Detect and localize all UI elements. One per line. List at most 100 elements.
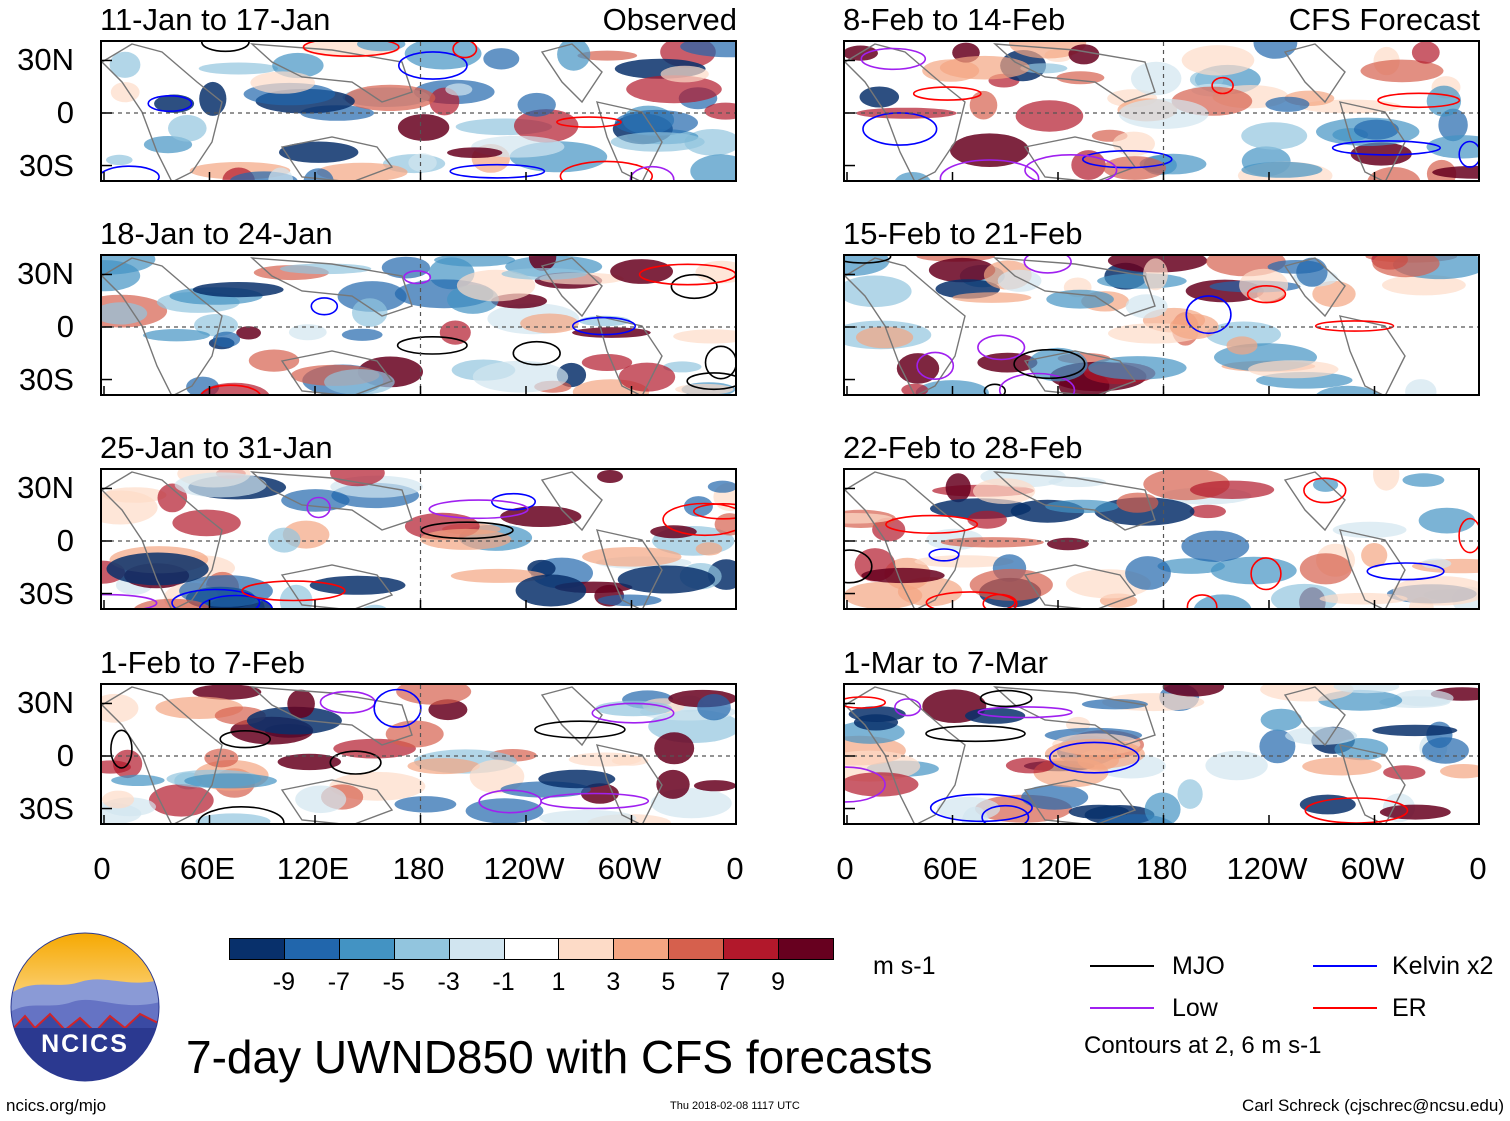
anomaly-cell bbox=[381, 256, 430, 279]
er-contour bbox=[1186, 594, 1218, 608]
anomaly-cell bbox=[1169, 314, 1219, 340]
anomaly-cell bbox=[236, 326, 261, 340]
panel-title: 8-Feb to 14-Feb bbox=[843, 2, 1066, 37]
coastline bbox=[1023, 350, 1137, 394]
anomaly-cell bbox=[940, 537, 1044, 548]
anomaly-cell bbox=[568, 752, 642, 767]
colorbar-swatch bbox=[668, 938, 725, 960]
footer-timestamp: Thu 2018-02-08 1117 UTC bbox=[670, 1100, 800, 1112]
low-contour bbox=[977, 706, 1073, 719]
coastline bbox=[845, 43, 966, 180]
anomaly-cell bbox=[192, 282, 284, 298]
anomaly-cell bbox=[557, 42, 591, 71]
y-tick-label: 30N bbox=[17, 470, 74, 505]
coastline bbox=[1339, 315, 1406, 394]
er-contour bbox=[1458, 517, 1478, 554]
anomaly-cell bbox=[952, 292, 1032, 303]
anomaly-cell bbox=[385, 720, 444, 748]
map-panel bbox=[843, 254, 1480, 396]
x-tick-label: 60E bbox=[922, 851, 979, 886]
anomaly-cell bbox=[397, 114, 450, 141]
anomaly-cell bbox=[1157, 558, 1225, 574]
anomaly-cell bbox=[157, 483, 188, 513]
kelvin-contour bbox=[929, 793, 1033, 823]
x-tick-label: 120W bbox=[1226, 851, 1308, 886]
anomaly-cell bbox=[102, 490, 158, 525]
anomaly-cell bbox=[856, 326, 914, 349]
anomaly-cell bbox=[407, 758, 480, 775]
low-contour bbox=[319, 690, 376, 714]
er-contour bbox=[885, 514, 979, 535]
kelvin-contour bbox=[1366, 562, 1445, 581]
x-tick-label: 60W bbox=[1340, 851, 1405, 886]
coastline bbox=[993, 686, 1156, 746]
coastline bbox=[250, 471, 413, 531]
anomaly-cell bbox=[352, 298, 388, 327]
legend-er-label: ER bbox=[1392, 994, 1427, 1022]
anomaly-cell bbox=[102, 302, 148, 325]
anomaly-cell bbox=[1205, 750, 1268, 781]
anomaly-cell bbox=[1333, 685, 1400, 694]
anomaly-cell bbox=[109, 51, 141, 78]
colorbar-swatch bbox=[229, 938, 285, 960]
anomaly-cell bbox=[517, 92, 556, 117]
anomaly-cell bbox=[845, 275, 912, 308]
anomaly-cell bbox=[1190, 480, 1275, 499]
anomaly-cell bbox=[514, 109, 579, 143]
anomaly-cell bbox=[845, 256, 890, 277]
anomaly-cell bbox=[581, 354, 633, 371]
er-contour bbox=[1377, 92, 1461, 109]
anomaly-cell bbox=[1285, 726, 1358, 745]
anomaly-cell bbox=[250, 71, 315, 94]
logo-text: NCICS bbox=[41, 1030, 129, 1058]
anomaly-cell bbox=[707, 480, 735, 493]
anomaly-cell bbox=[1299, 794, 1356, 815]
coastline bbox=[1023, 564, 1137, 608]
anomaly-cell bbox=[582, 547, 682, 567]
anomaly-cell bbox=[408, 153, 437, 172]
coastline bbox=[540, 257, 603, 318]
kelvin-contour bbox=[373, 688, 422, 728]
anomaly-cell bbox=[610, 132, 705, 152]
coastline bbox=[1283, 43, 1346, 104]
y-tick-label: 0 bbox=[56, 738, 74, 773]
legend-low-label: Low bbox=[1172, 994, 1218, 1022]
coastline bbox=[845, 257, 966, 394]
anomaly-cell bbox=[330, 470, 385, 487]
anomaly-cell bbox=[1015, 100, 1084, 132]
anomaly-cell bbox=[1210, 556, 1297, 585]
panel-title: 25-Jan to 31-Jan bbox=[100, 430, 333, 465]
er-contour bbox=[200, 384, 261, 394]
low-contour bbox=[916, 351, 955, 381]
coastline bbox=[1283, 471, 1346, 532]
map-panel bbox=[843, 683, 1480, 825]
anomaly-cell bbox=[1112, 131, 1155, 156]
anomaly-cell bbox=[268, 167, 294, 180]
y-tick-label: 30N bbox=[17, 685, 74, 720]
coastline bbox=[280, 779, 394, 823]
legend-kelvin-label: Kelvin x2 bbox=[1392, 952, 1494, 980]
colorbar-swatch bbox=[558, 938, 615, 960]
er-contour bbox=[693, 503, 735, 520]
anomaly-cell bbox=[663, 361, 702, 373]
map-panel bbox=[100, 468, 737, 610]
anomaly-cell bbox=[174, 472, 267, 498]
colorbar-label: -3 bbox=[437, 968, 460, 996]
low-contour bbox=[629, 165, 675, 180]
coastline bbox=[1339, 101, 1406, 180]
low-contour bbox=[478, 789, 543, 814]
anomaly-cell bbox=[538, 769, 616, 789]
map-panel bbox=[100, 40, 737, 182]
x-tick-label: 0 bbox=[726, 851, 744, 886]
er-contour bbox=[1304, 797, 1409, 823]
er-contour bbox=[241, 580, 346, 602]
low-contour bbox=[894, 698, 922, 717]
anomaly-cell bbox=[445, 83, 473, 96]
legend-kelvin-line bbox=[1313, 965, 1377, 967]
anomaly-cell bbox=[1162, 685, 1225, 697]
coastline bbox=[102, 686, 223, 823]
anomaly-cell bbox=[295, 785, 347, 814]
kelvin-contour bbox=[981, 804, 1030, 823]
anomaly-cell bbox=[520, 313, 579, 334]
anomaly-cell bbox=[1048, 476, 1106, 488]
